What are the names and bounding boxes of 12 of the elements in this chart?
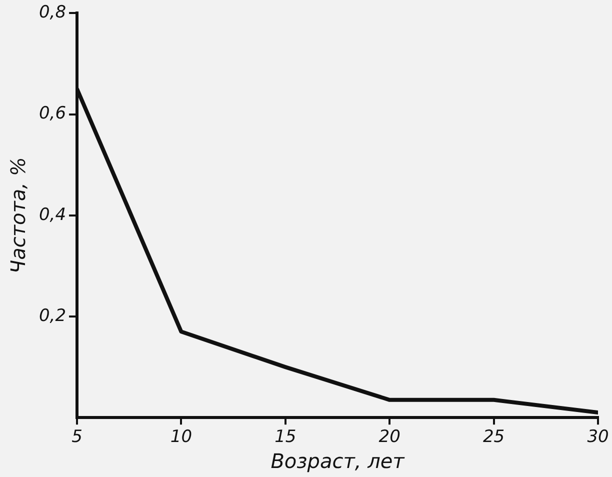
y-tick-label: 0,8: [38, 2, 66, 23]
x-tick-label: 30: [587, 427, 609, 448]
x-tick-label: 25: [482, 427, 505, 448]
x-tick-label: 15: [274, 427, 296, 448]
x-tick-label: 10: [170, 427, 192, 448]
x-axis-title: Возраст, лет: [270, 449, 406, 474]
y-tick-label: 0,4: [38, 204, 66, 225]
y-tick-label: 0,6: [38, 104, 66, 124]
x-tick-label: 20: [378, 427, 400, 448]
y-tick-label: 0,2: [38, 306, 66, 326]
y-axis-title: Частота, %: [6, 157, 30, 274]
x-tick-label: 5: [72, 427, 82, 448]
